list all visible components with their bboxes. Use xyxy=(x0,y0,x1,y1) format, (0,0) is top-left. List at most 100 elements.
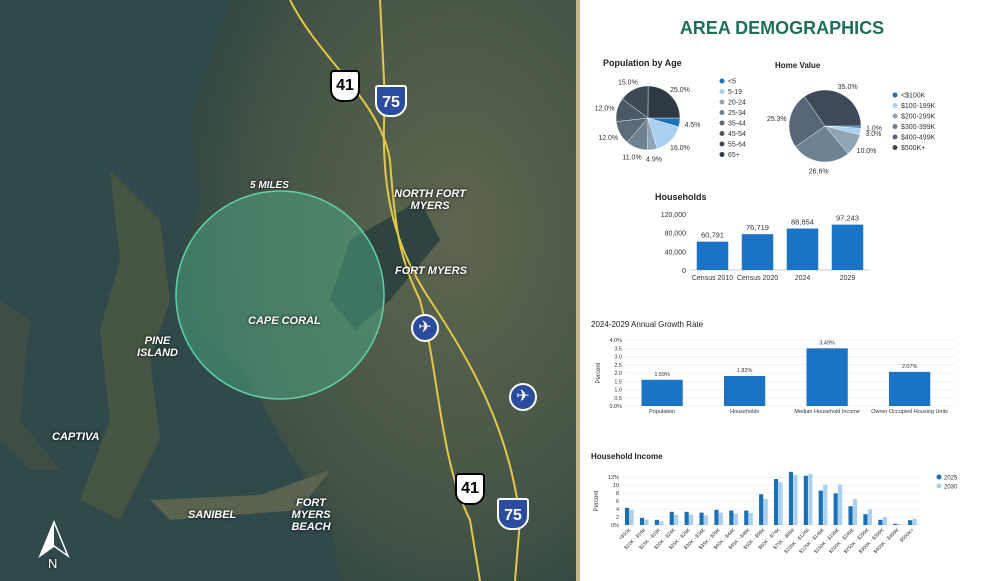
bar-2030 xyxy=(674,515,679,525)
place-fort-myers: FORT MYERS xyxy=(395,265,467,277)
pie-slice xyxy=(647,85,681,119)
legend-swatch xyxy=(719,99,725,105)
bar-2025 xyxy=(639,517,645,525)
aerial-map[interactable]: 5 MILES NORTH FORT MYERS FORT MYERS CAPE… xyxy=(0,0,576,581)
pie-value-label: 3.0% xyxy=(865,131,881,138)
y-tick-label: 80,000 xyxy=(665,231,687,238)
five-mile-radius xyxy=(175,190,385,400)
bar-2030 xyxy=(882,517,887,525)
place-fort-myers-beach: FORT MYERS BEACH xyxy=(291,497,331,533)
bar-2030 xyxy=(733,513,738,525)
bar-value-label: 1.82% xyxy=(737,368,753,374)
bar xyxy=(831,224,864,270)
i-75-shield-north: 75 xyxy=(375,85,407,117)
legend-label: <$100K xyxy=(901,93,926,100)
bar-2025 xyxy=(729,510,734,525)
x-tick-label: 2024 xyxy=(795,275,811,282)
bar-2030 xyxy=(763,499,768,525)
charts-canvas: 4.5% <5 16.0% 5-19 4.9% 20-24 11.0% 25-34 12.0% 3… xyxy=(594,78,958,555)
bar-2030 xyxy=(808,473,813,525)
pie-slice xyxy=(795,125,849,163)
bar xyxy=(696,241,729,270)
y-tick-label: 2.5 xyxy=(614,363,622,369)
pie-value-label: 11.0% xyxy=(622,154,641,161)
x-tick-label: Median Household Income xyxy=(794,409,859,415)
bar-value-label: 76,719 xyxy=(746,223,769,232)
y-tick-label: 0% xyxy=(611,523,619,529)
legend-label: 20-24 xyxy=(728,100,746,107)
chart-title-households: Households xyxy=(655,192,707,202)
y-tick-label: 4.0% xyxy=(609,338,622,344)
bar-2025 xyxy=(818,490,823,525)
bar xyxy=(806,348,848,406)
bar-2030 xyxy=(629,509,634,525)
map-imagery xyxy=(0,0,576,581)
demographics-panel: AREA DEMOGRAPHICS Population by Age Home… xyxy=(580,0,984,581)
north-label: N xyxy=(48,556,58,571)
legend-label: $400-499K xyxy=(901,135,936,142)
pie-value-label: 4.5% xyxy=(685,122,701,129)
pie-value-label: 12.0% xyxy=(595,105,615,112)
chart-title-population-by-age: Population by Age xyxy=(603,58,682,68)
legend-swatch xyxy=(892,113,898,119)
us-41-shield-north: 41 xyxy=(330,70,360,102)
radius-label: 5 MILES xyxy=(250,180,289,191)
legend-label: 45-54 xyxy=(728,131,746,138)
place-captiva: CAPTIVA xyxy=(52,431,100,443)
bar-2030 xyxy=(912,518,917,525)
pie-value-label: 12.0% xyxy=(598,135,618,142)
y-tick-label: 40,000 xyxy=(665,249,687,256)
bar-2025 xyxy=(833,493,838,525)
us-41-shield-south: 41 xyxy=(455,473,485,505)
y-tick-label: 0.0% xyxy=(609,404,622,410)
x-tick-label: Census 2020 xyxy=(737,275,778,282)
y-tick-label: 6 xyxy=(616,499,619,505)
bar-2030 xyxy=(823,484,828,525)
place-north-fort-myers: NORTH FORT MYERS xyxy=(394,188,466,212)
y-tick-label: 12% xyxy=(608,475,619,481)
bar-value-label: 1.59% xyxy=(654,372,670,378)
legend-label: 65+ xyxy=(728,152,740,159)
bar-2025 xyxy=(699,512,704,525)
legend-swatch xyxy=(892,145,898,150)
bar-2025 xyxy=(878,519,883,525)
bar-2025 xyxy=(669,511,674,525)
bar xyxy=(889,371,931,406)
pie-value-label: 25.0% xyxy=(670,87,690,94)
bar-2030 xyxy=(703,515,709,525)
y-axis-label: Percent xyxy=(596,362,602,383)
x-tick-label: $500K+ xyxy=(899,527,916,544)
legend-label: 55-64 xyxy=(728,142,746,149)
bar-2030 xyxy=(644,519,649,525)
x-tick-label: Owner Occupied Housing Units xyxy=(871,409,948,415)
legend-swatch xyxy=(719,120,725,126)
pie-slice xyxy=(804,89,862,127)
pie-slice xyxy=(788,96,826,148)
bar-2025 xyxy=(684,511,689,525)
bar-2025 xyxy=(788,471,794,525)
bar-value-label: 60,791 xyxy=(701,231,724,240)
y-tick-label: 4 xyxy=(616,507,619,513)
pie-value-label: 26.6% xyxy=(809,169,829,176)
bar xyxy=(786,228,819,270)
bar-value-label: 88,854 xyxy=(791,218,814,227)
legend-label: 2030 xyxy=(944,485,958,491)
airport-icon: ✈ xyxy=(509,383,537,411)
bar-2030 xyxy=(718,512,724,525)
pie-value-label: 15.0% xyxy=(618,79,638,86)
page-title: AREA DEMOGRAPHICS xyxy=(679,18,885,38)
bar-value-label: 3.49% xyxy=(819,340,835,346)
legend-swatch xyxy=(719,89,725,94)
y-tick-label: 3.5 xyxy=(614,346,622,352)
pie-value-label: 10.0% xyxy=(857,148,877,155)
legend-label: 35-44 xyxy=(728,121,746,128)
bar-2030 xyxy=(689,514,694,525)
pie-value-label: 25.3% xyxy=(767,116,787,123)
legend-swatch xyxy=(892,92,898,98)
pie-value-label: 1.0% xyxy=(866,125,882,132)
bar-2025 xyxy=(908,520,913,525)
bar-2025 xyxy=(848,506,853,525)
legend-label: <5 xyxy=(728,79,736,86)
legend-swatch xyxy=(892,124,898,129)
legend-swatch xyxy=(936,474,942,480)
